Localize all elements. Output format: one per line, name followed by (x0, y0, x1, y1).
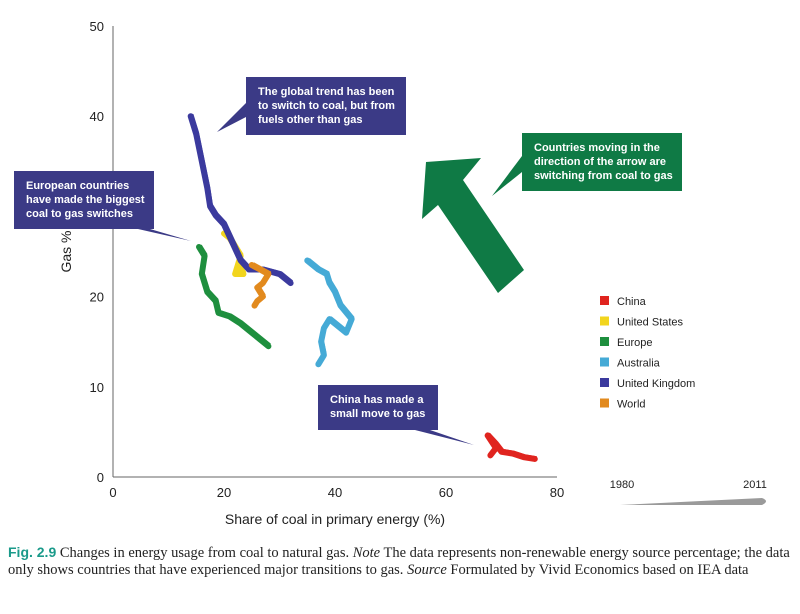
legend-label: Australia (617, 358, 661, 370)
callout-pointer (492, 156, 522, 196)
legend-label: China (617, 296, 647, 308)
y-tick-label: 40 (90, 109, 104, 124)
direction-arrow (422, 158, 524, 293)
legend-label: World (617, 399, 646, 411)
callout-text: to switch to coal, but from (258, 100, 395, 112)
x-axis-label: Share of coal in primary energy (%) (225, 511, 445, 527)
callout-text: fuels other than gas (258, 114, 363, 126)
series-trail (488, 432, 537, 458)
x-tick-label: 20 (217, 485, 231, 500)
series-line-china (484, 432, 538, 462)
legend: China United States Europe Australia United … (600, 296, 695, 411)
x-tick-label: 60 (439, 485, 453, 500)
legend-swatch (600, 337, 609, 346)
series-trail (308, 257, 355, 363)
callout-text: coal to gas switches (26, 208, 133, 220)
caption-text-2: The data represents non-renewable energy… (8, 545, 790, 578)
callout-text: have made the biggest (26, 194, 145, 206)
callout-pointer (217, 103, 246, 132)
legend-swatch (600, 398, 609, 408)
caption-text-3: Formulated by Vivid Economics based on I… (446, 562, 749, 578)
time-end-label: 2011 (743, 479, 767, 491)
y-axis-label: Gas % (58, 230, 74, 272)
callout-text: switching from coal to gas (534, 170, 673, 182)
y-tick-label: 0 (97, 470, 104, 485)
callout-text: Countries moving in the (534, 142, 660, 154)
series-trail (200, 244, 271, 345)
y-tick-label: 20 (90, 290, 104, 305)
chart: 02040608001020304050Share of coal in pri… (14, 19, 767, 527)
note-label: Note (352, 545, 381, 561)
series-line-europe (196, 243, 272, 350)
callout-pointer (138, 229, 191, 241)
x-tick-label: 0 (109, 485, 116, 500)
callout-text: direction of the arrow are (534, 156, 666, 168)
callout-box-arrow (522, 133, 682, 191)
time-scale: 1980 2011 (610, 479, 767, 505)
annotation-layer: The global trend has been to switch to co… (14, 77, 682, 445)
callout-text: European countries (26, 180, 129, 192)
series-line-australia (304, 257, 355, 368)
x-tick-label: 40 (328, 485, 342, 500)
callout-box-china (318, 385, 438, 430)
y-tick-label: 10 (90, 380, 104, 395)
legend-label: Europe (617, 337, 652, 349)
legend-swatch (600, 378, 609, 387)
callout-box-uk (246, 77, 406, 135)
series-layer (187, 113, 538, 462)
legend-swatch (600, 316, 609, 326)
callout-text: The global trend has been (258, 86, 395, 98)
caption-text-1: Changes in energy usage from coal to nat… (56, 545, 353, 561)
series-trail (253, 262, 272, 305)
x-tick-label: 80 (550, 485, 564, 500)
callout-text: small move to gas (330, 408, 425, 420)
time-wedge (620, 498, 766, 505)
legend-label: United States (617, 317, 684, 329)
callout-pointer (415, 430, 474, 445)
legend-swatch (600, 357, 609, 367)
y-tick-label: 50 (90, 19, 104, 34)
legend-label: United Kingdom (617, 378, 695, 390)
time-start-label: 1980 (610, 479, 634, 491)
source-label: Source (407, 562, 447, 578)
callout-text: China has made a (330, 394, 424, 406)
figure-caption: Fig. 2.9 Changes in energy usage from co… (8, 544, 792, 579)
legend-swatch (600, 296, 609, 305)
callout-box-europe (14, 171, 154, 229)
series-trail (191, 113, 294, 282)
figure-label: Fig. 2.9 (8, 544, 57, 560)
